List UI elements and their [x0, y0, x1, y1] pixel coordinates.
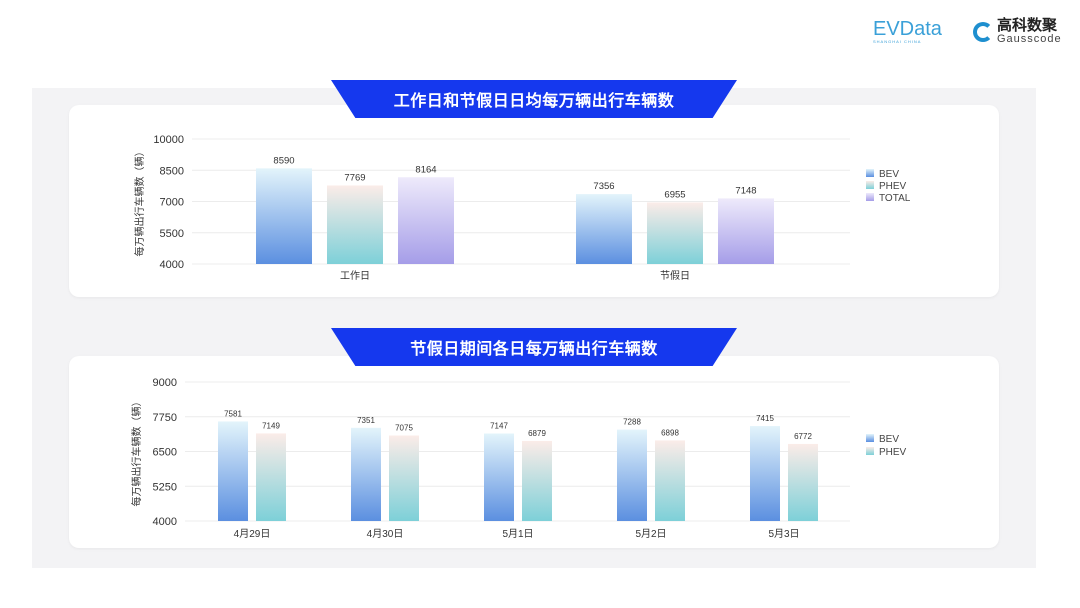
y-tick-label: 7750 — [153, 412, 177, 424]
chart-title-2: 节假日期间各日每万辆出行车辆数 — [331, 328, 737, 366]
x-tick-label: 4月29日 — [234, 528, 271, 540]
bar-phev — [647, 202, 703, 264]
legend-label: TOTAL — [879, 193, 911, 204]
legend-swatch-bev — [866, 169, 874, 177]
bar-bev — [750, 426, 780, 521]
y-tick-label: 7000 — [160, 197, 184, 209]
gausscode-logo-icon — [973, 21, 993, 42]
data-label: 7148 — [735, 185, 756, 196]
gausscode-logo: 高科数聚 Gausscode — [973, 18, 1062, 45]
data-label: 6772 — [794, 432, 812, 441]
legend-swatch-bev — [866, 434, 874, 442]
y-tick-label: 8500 — [160, 165, 184, 177]
data-label: 6879 — [528, 429, 546, 438]
gausscode-logo-cn: 高科数聚 — [997, 17, 1058, 34]
legend-label: PHEV — [879, 181, 907, 192]
y-tick-label: 6500 — [153, 447, 177, 459]
evdata-logo-text: EVData — [873, 18, 942, 40]
data-label: 7075 — [395, 424, 413, 433]
x-tick-label: 节假日 — [660, 269, 690, 282]
data-label: 7147 — [490, 422, 508, 431]
y-axis-label: 每万辆出行车辆数（辆） — [130, 397, 143, 507]
data-label: 8164 — [415, 164, 436, 175]
bar-total — [718, 198, 774, 264]
x-tick-label: 5月2日 — [635, 528, 666, 540]
legend-label: BEV — [879, 169, 899, 180]
y-tick-label: 4000 — [160, 259, 184, 271]
data-label: 7415 — [756, 414, 774, 423]
bar-phev — [788, 443, 818, 521]
evdata-logo-sub: SHANGHAI CHINA — [873, 39, 922, 44]
bar-phev — [389, 435, 419, 521]
x-tick-label: 5月1日 — [502, 528, 533, 540]
x-tick-label: 5月3日 — [768, 528, 799, 540]
data-label: 6898 — [661, 428, 679, 437]
y-tick-label: 5250 — [153, 481, 177, 493]
data-label: 7581 — [224, 409, 242, 418]
bar-total — [398, 177, 454, 264]
y-tick-label: 9000 — [153, 377, 177, 389]
x-tick-label: 工作日 — [340, 270, 370, 282]
bar-phev — [522, 440, 552, 521]
bar-bev — [218, 421, 248, 521]
bar-bev — [617, 429, 647, 521]
bar-bev — [484, 433, 514, 521]
x-tick-label: 4月30日 — [367, 528, 404, 540]
data-label: 7351 — [357, 416, 375, 425]
data-label: 7288 — [623, 418, 641, 427]
y-axis-label: 每万辆出行车辆数（辆） — [133, 147, 146, 257]
bar-bev — [351, 427, 381, 521]
data-label: 7149 — [262, 421, 280, 430]
data-label: 6955 — [664, 189, 685, 200]
data-label: 7769 — [344, 172, 365, 183]
legend-swatch-phev — [866, 181, 874, 189]
bar-phev — [327, 185, 383, 264]
data-label: 7356 — [593, 181, 614, 192]
bar-bev — [256, 168, 312, 264]
legend-label: BEV — [879, 434, 899, 445]
y-tick-label: 5500 — [160, 228, 184, 240]
y-tick-label: 4000 — [153, 516, 177, 528]
legend-swatch-phev — [866, 447, 874, 455]
bar-phev — [256, 433, 286, 521]
evdata-logo: EVData SHANGHAI CHINA — [873, 18, 942, 44]
bar-bev — [576, 194, 632, 264]
bar-phev — [655, 440, 685, 521]
legend-swatch-total — [866, 193, 874, 201]
y-tick-label: 10000 — [153, 134, 184, 146]
chart-title-1: 工作日和节假日日均每万辆出行车辆数 — [331, 80, 737, 118]
data-label: 8590 — [273, 155, 294, 166]
legend-label: PHEV — [879, 447, 907, 458]
gausscode-logo-en: Gausscode — [997, 33, 1062, 45]
